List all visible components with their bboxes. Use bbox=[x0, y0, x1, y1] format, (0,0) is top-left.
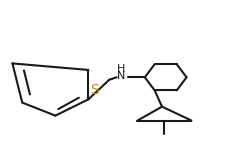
Text: N: N bbox=[117, 71, 126, 81]
Text: S: S bbox=[90, 83, 99, 96]
Text: H: H bbox=[117, 64, 126, 74]
